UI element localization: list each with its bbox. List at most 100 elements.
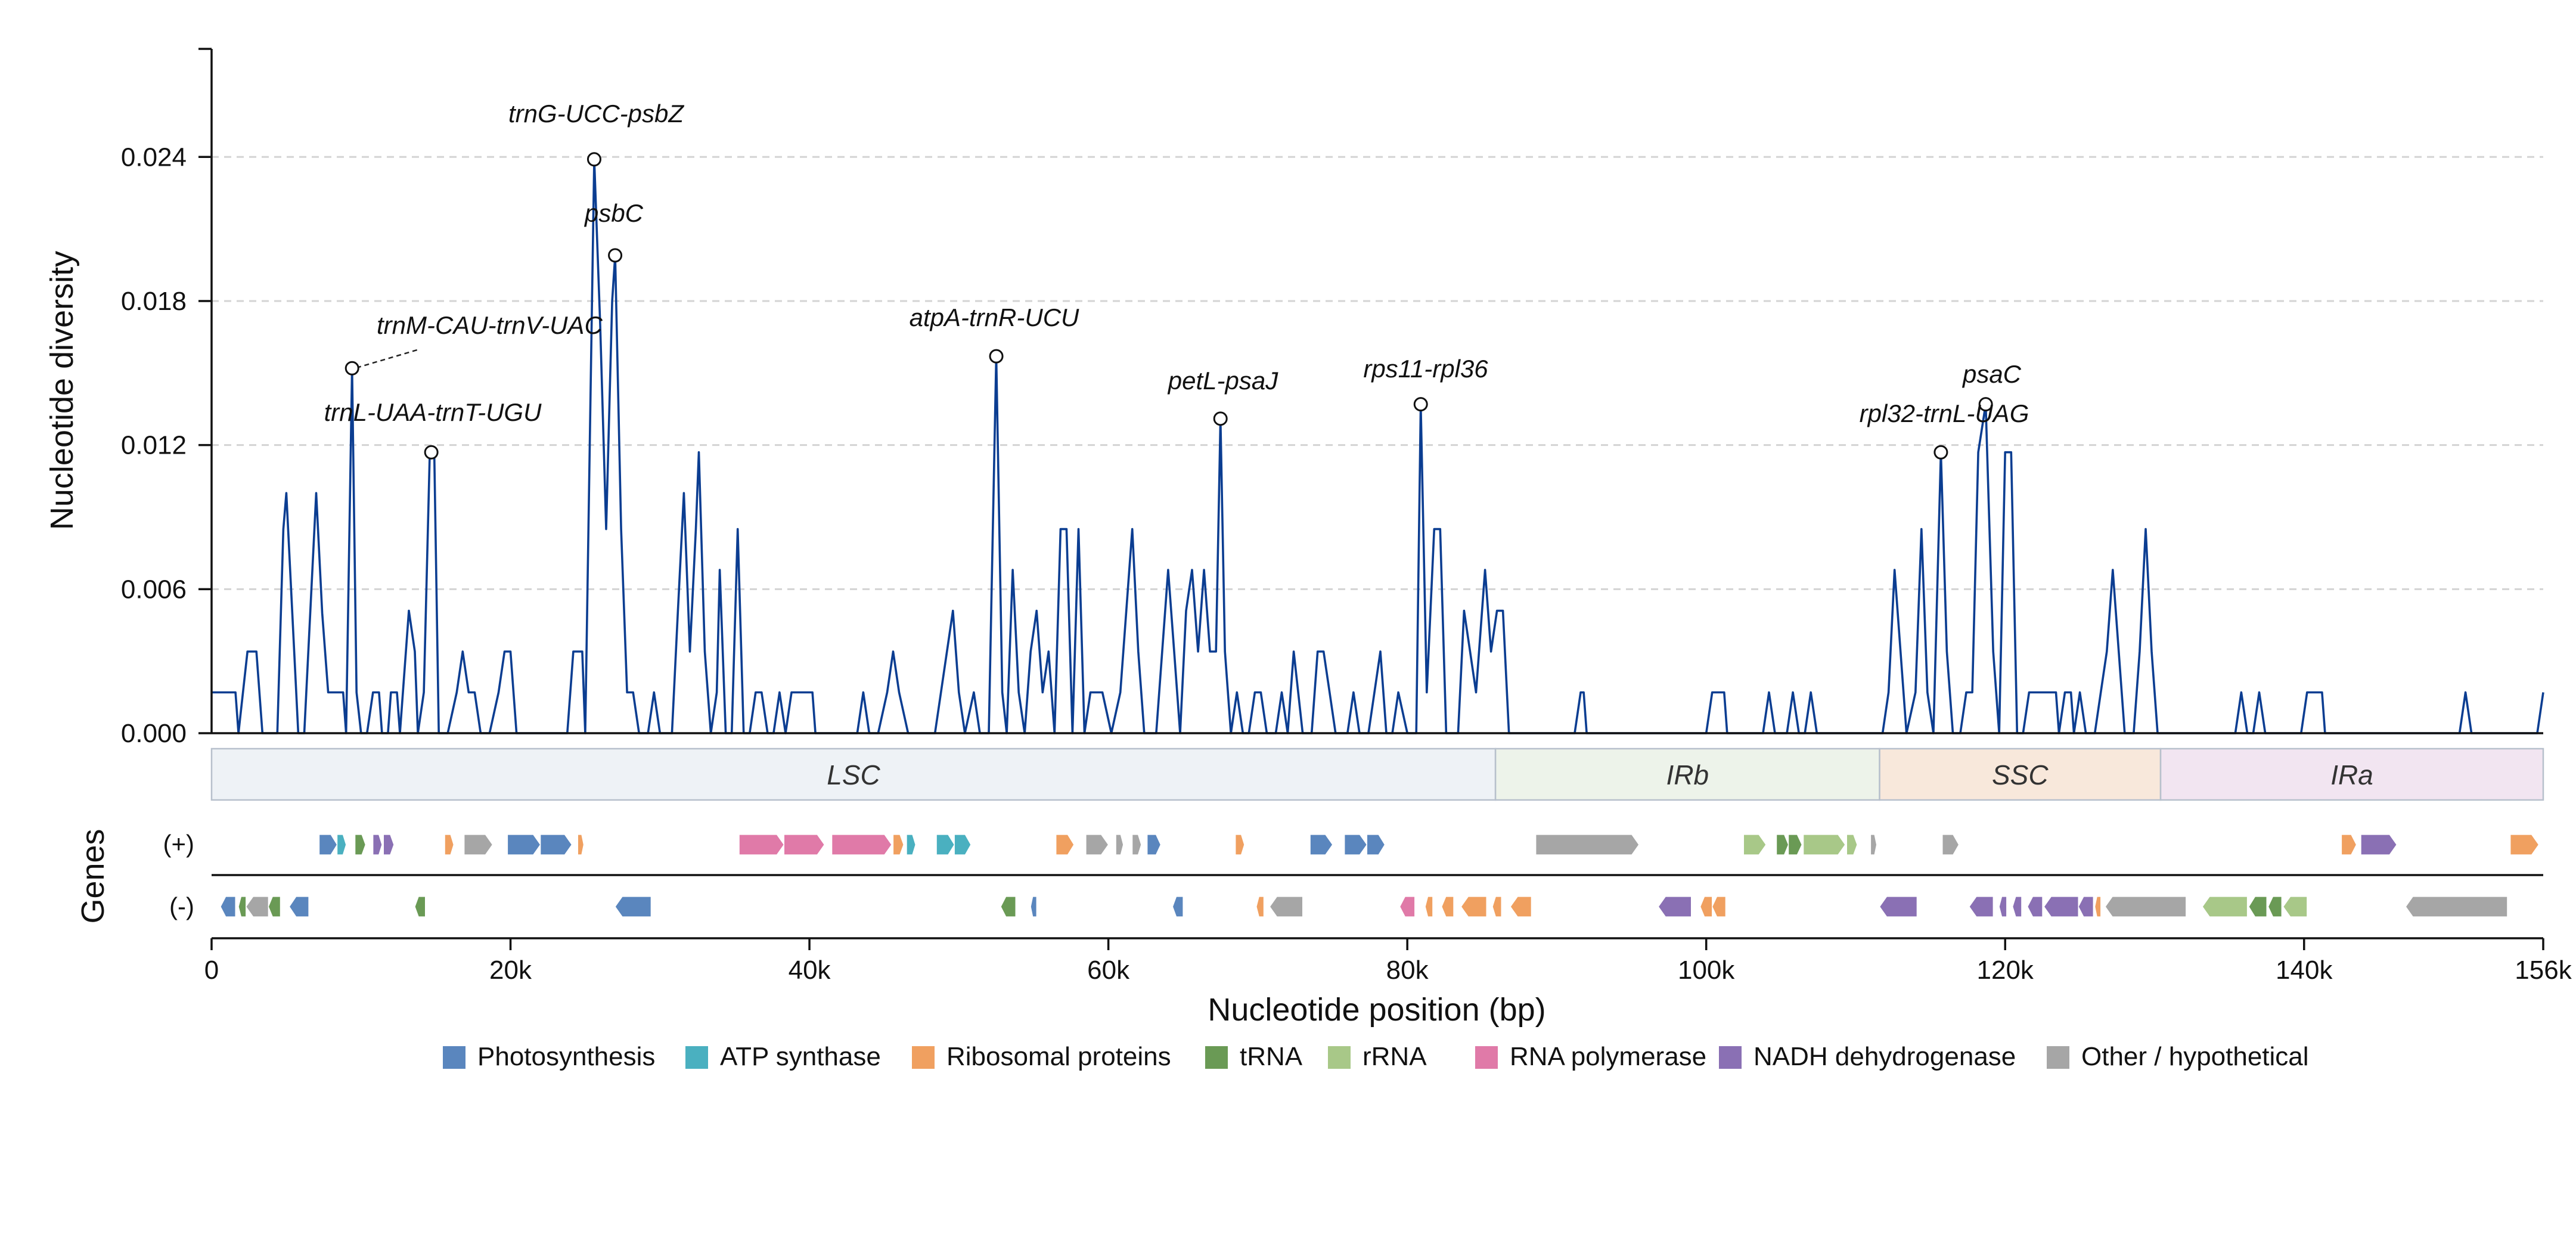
gene-arrow [892, 834, 904, 855]
peak-marker [344, 361, 359, 376]
gene-arrow [1269, 896, 1303, 917]
gene-arrow [2360, 834, 2397, 855]
peak-label: trnG-UCC-psbZ [508, 100, 684, 128]
gene-arrow [1000, 896, 1016, 917]
genes-axis-title: Genes [75, 829, 111, 923]
gene-arrow [1743, 834, 1767, 855]
gene-arrow [1879, 896, 1917, 917]
gene-arrow [2405, 896, 2508, 917]
gene-arrow [577, 834, 585, 855]
legend-label: Photosynthesis [477, 1042, 655, 1071]
gene-arrow [373, 834, 383, 855]
gene-arrow [1085, 834, 1109, 855]
legend-swatch [2047, 1046, 2069, 1069]
legend-label: ATP synthase [720, 1042, 881, 1071]
gene-arrow [783, 834, 825, 855]
gene-arrow [318, 834, 338, 855]
axes: 0.000 0.006 0.012 0.018 0.024 0 20k 40k 60k 80k 10… [121, 48, 2572, 985]
gene-arrow [1172, 896, 1184, 917]
gene-arrow [1344, 834, 1368, 855]
gene-arrow [220, 896, 236, 917]
peak-marker [586, 152, 601, 167]
gene-arrow [2341, 834, 2357, 855]
gene-arrow [2012, 896, 2022, 917]
peak-label: rps11-rpl36 [1363, 355, 1488, 383]
gene-arrow [1846, 834, 1858, 855]
region-block [1494, 748, 1880, 801]
legend-swatch [1205, 1046, 1228, 1069]
x-tick-label: 120k [1977, 956, 2034, 985]
x-tick-label: 0 [204, 956, 219, 985]
strand-label-plus: (+) [163, 830, 195, 858]
gene-arrow [1399, 896, 1416, 917]
gene-arrow [414, 896, 426, 917]
gene-arrow [1510, 896, 1532, 917]
gene-arrow [2282, 896, 2308, 917]
legend-label: RNA polymerase [1510, 1042, 1706, 1071]
peak-marker [1213, 411, 1228, 426]
legend-swatch [443, 1046, 465, 1069]
peak-marker [989, 349, 1004, 364]
legend-swatch [1719, 1046, 1742, 1069]
legend-label: Ribosomal proteins [946, 1042, 1171, 1071]
y-tick-label: 0.012 [121, 431, 187, 460]
region-block [210, 748, 1497, 801]
legend-swatch [912, 1046, 935, 1069]
gene-arrow [1424, 896, 1433, 917]
gene-arrow [2027, 896, 2043, 917]
legend-label: rRNA [1363, 1042, 1427, 1071]
gene-arrow [1658, 896, 1692, 917]
x-axis-title: Nucleotide position (bp) [1208, 992, 1545, 1028]
gene-arrow [738, 834, 785, 855]
gene-arrow [540, 834, 573, 855]
gene-arrow [355, 834, 366, 855]
gene-arrow [1700, 896, 1713, 917]
peak-label: psbC [584, 199, 644, 227]
gene-arrow [1132, 834, 1142, 855]
gene-arrow [1147, 834, 1162, 855]
x-tick-label: 156k [2515, 956, 2572, 985]
gene-arrow [268, 896, 281, 917]
gene-arrow [383, 834, 395, 855]
x-tick-label: 40k [789, 956, 831, 985]
diversity-series [212, 158, 2544, 734]
gene-arrow [336, 834, 347, 855]
gene-arrow [1969, 896, 1994, 917]
gene-arrow [2105, 896, 2187, 917]
peak-marker [424, 445, 439, 460]
region-block [1879, 748, 2162, 801]
x-tick-label: 20k [489, 956, 532, 985]
gene-arrow [831, 834, 892, 855]
gene-arrow [1441, 896, 1454, 917]
strand-label-minus: (-) [169, 892, 194, 920]
legend-label: tRNA [1240, 1042, 1303, 1071]
region-label: IRb [1666, 759, 1709, 790]
x-tick-label: 100k [1678, 956, 1735, 985]
gene-arrow [1056, 834, 1075, 855]
region-label: IRa [2330, 759, 2373, 790]
y-tick-label: 0.006 [121, 575, 187, 604]
peak-marker [608, 248, 623, 263]
gene-arrow [1235, 834, 1245, 855]
peak-label: petL-psaJ [1167, 367, 1278, 395]
x-tick-label: 80k [1386, 956, 1429, 985]
gene-arrow [507, 834, 541, 855]
gene-arrow [1776, 834, 1789, 855]
y-tick-label: 0.024 [121, 142, 187, 172]
gene-arrow [2043, 896, 2079, 917]
gene-tracks [212, 834, 2543, 917]
gene-arrow [1030, 896, 1037, 917]
gene-arrow [1366, 834, 1386, 855]
gene-arrow [245, 896, 269, 917]
region-label: SSC [1992, 759, 2049, 790]
peak-marker [1413, 397, 1428, 412]
peak-label: trnL-UAA-trnT-UGU [324, 398, 542, 426]
gene-arrow [954, 834, 972, 855]
gene-arrow [1309, 834, 1333, 855]
y-tick-label: 0.018 [121, 287, 187, 316]
gene-arrow [1788, 834, 1802, 855]
gene-arrow [1870, 834, 1877, 855]
gene-arrow [444, 834, 454, 855]
gene-arrow [1115, 834, 1124, 855]
